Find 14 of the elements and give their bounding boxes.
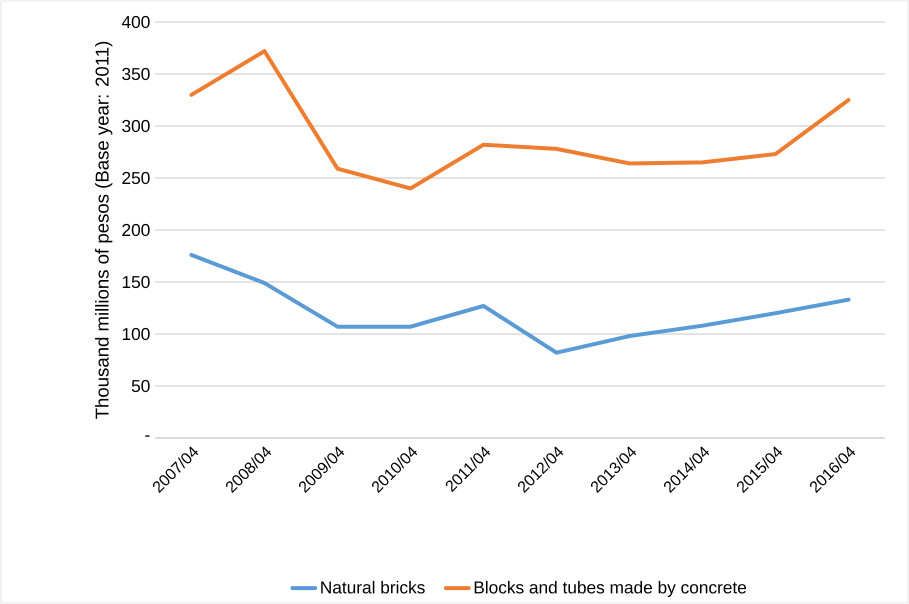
line-series <box>190 49 851 190</box>
y-tick-label: 400 <box>122 16 150 28</box>
y-tick-label: 50 <box>132 380 150 392</box>
legend-label: Natural bricks <box>321 580 425 594</box>
y-tick-label: 200 <box>122 224 150 236</box>
y-tick-label: 150 <box>122 276 150 288</box>
y-tick-label: - <box>145 435 150 437</box>
line-series <box>190 252 851 355</box>
legend-label: Blocks and tubes made by concrete <box>474 580 746 597</box>
y-tick-label: 300 <box>122 120 150 132</box>
y-tick-label: 350 <box>122 68 150 80</box>
y-tick-label: 100 <box>122 328 150 340</box>
y-tick-label: 250 <box>122 172 150 184</box>
y-axis-title: Thousand millions of pesos (Base year: 2011) <box>95 42 112 419</box>
